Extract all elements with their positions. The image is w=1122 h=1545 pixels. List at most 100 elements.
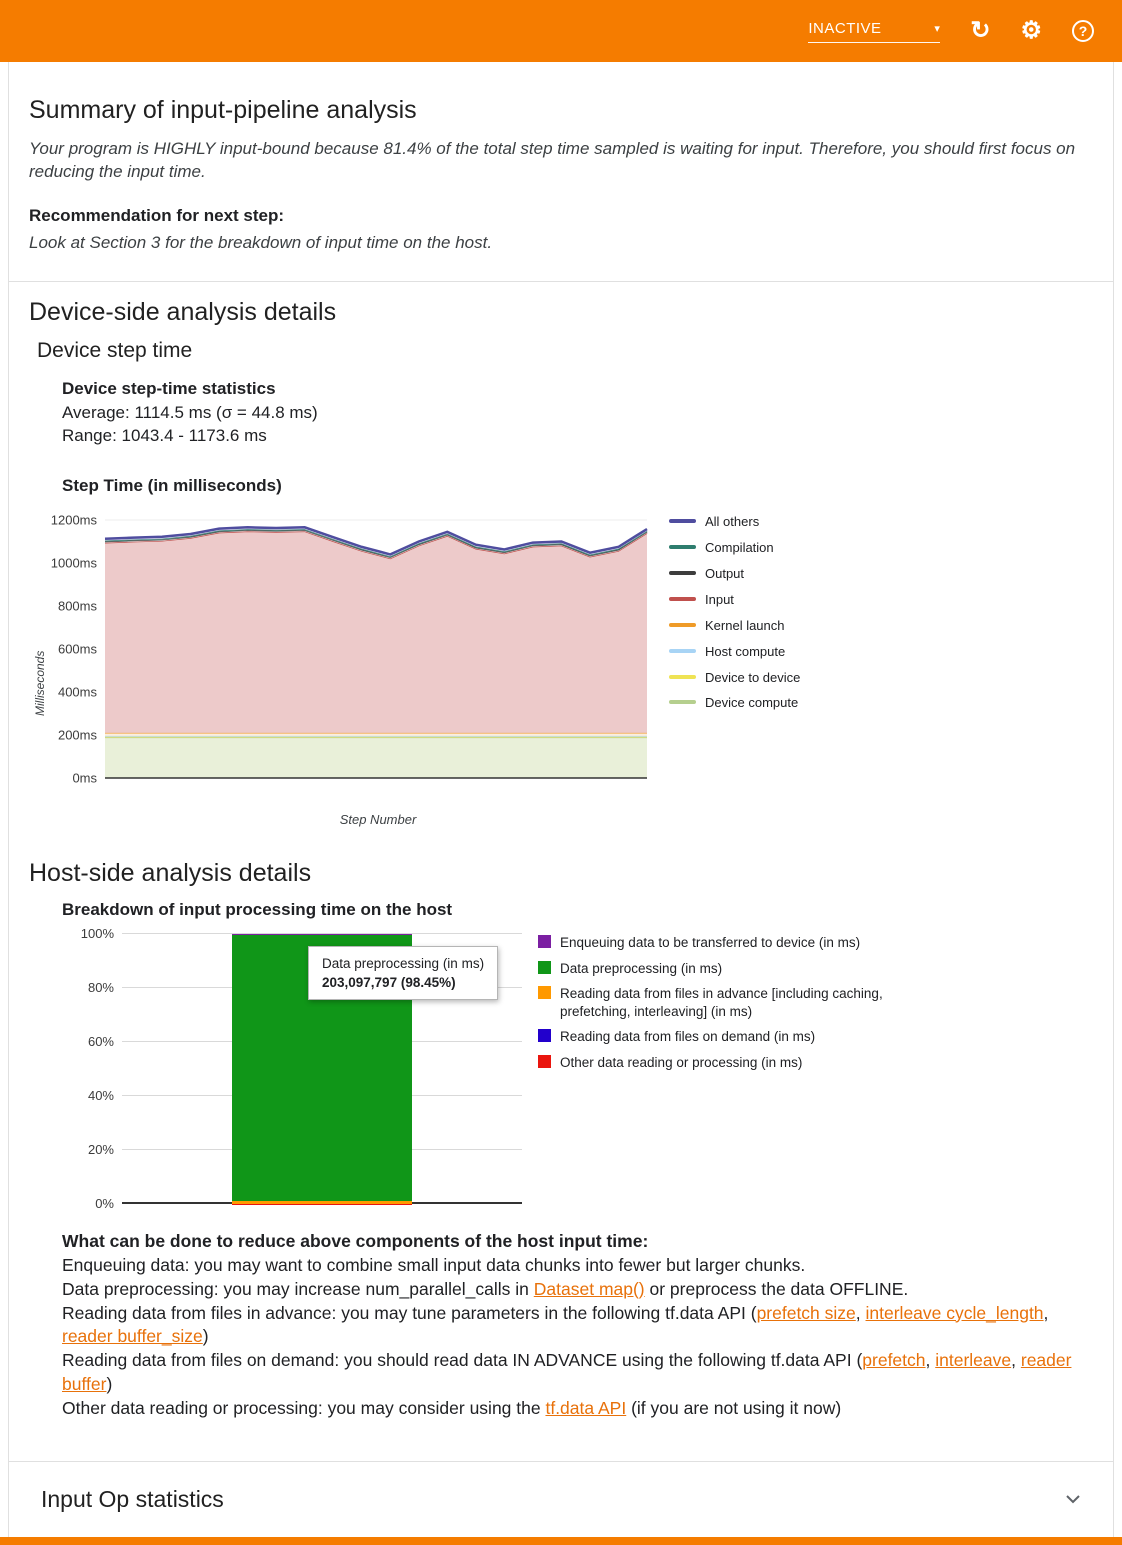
legend-item: Other data reading or processing (in ms) <box>538 1054 883 1072</box>
dropdown-caret-icon: ▾ <box>934 22 940 35</box>
y-axis-tick: 60% <box>72 1034 114 1049</box>
tip-line: Data preprocessing: you may increase num… <box>62 1278 1093 1302</box>
tip-text: ) <box>203 1326 209 1346</box>
tip-link[interactable]: prefetch size <box>757 1303 856 1323</box>
capture-status-dropdown[interactable]: INACTIVE ▾ <box>808 20 940 43</box>
stats-range: Range: 1043.4 - 1173.6 ms <box>62 424 1093 448</box>
legend-swatch <box>669 545 696 549</box>
legend-swatch <box>669 623 696 627</box>
device-chart-title: Step Time (in milliseconds) <box>62 476 1093 496</box>
tip-line: Reading data from files in advance: you … <box>62 1302 1093 1350</box>
device-chart-y-axis-label: Milliseconds <box>33 510 47 827</box>
legend-item: Compilation <box>669 540 800 557</box>
bottom-accent-bar <box>0 1537 1122 1545</box>
legend-label: Reading data from files in advance [incl… <box>560 985 883 1020</box>
tip-line: Other data reading or processing: you ma… <box>62 1397 1093 1421</box>
legend-label: Device compute <box>705 695 798 712</box>
device-side-section: Device-side analysis details Device step… <box>9 282 1113 843</box>
tip-text: or preprocess the data OFFLINE. <box>645 1279 909 1299</box>
tip-text: , <box>926 1350 936 1370</box>
legend-swatch <box>538 935 551 948</box>
legend-item: Enqueuing data to be transferred to devi… <box>538 934 883 952</box>
tip-link[interactable]: interleave <box>935 1350 1011 1370</box>
legend-label: Host compute <box>705 644 785 661</box>
legend-item: Kernel launch <box>669 618 800 635</box>
legend-label: All others <box>705 514 759 531</box>
capture-status-label: INACTIVE <box>808 20 881 37</box>
summary-section: Summary of input-pipeline analysis Your … <box>9 70 1113 281</box>
legend-swatch <box>538 961 551 974</box>
input-op-section[interactable]: Input Op statistics <box>9 1461 1113 1537</box>
tip-text: Reading data from files on demand: you s… <box>62 1350 862 1370</box>
host-side-section: Host-side analysis details Breakdown of … <box>9 843 1113 1454</box>
host-chart-legend: Enqueuing data to be transferred to devi… <box>538 934 883 1204</box>
device-chart-x-axis-label: Step Number <box>47 812 657 827</box>
legend-item: All others <box>669 514 800 531</box>
svg-text:0ms: 0ms <box>72 771 97 786</box>
recommendation-label: Recommendation for next step: <box>29 204 1084 227</box>
tip-text: (if you are not using it now) <box>626 1398 841 1418</box>
legend-swatch <box>669 597 696 601</box>
legend-label: Kernel launch <box>705 618 785 635</box>
legend-label: Compilation <box>705 540 774 557</box>
legend-item: Device to device <box>669 670 800 687</box>
svg-text:1200ms: 1200ms <box>51 513 98 528</box>
summary-title: Summary of input-pipeline analysis <box>29 96 1093 125</box>
tooltip-value: 203,097,797 (98.45%) <box>322 975 484 990</box>
recommendation-text: Look at Section 3 for the breakdown of i… <box>29 231 1084 254</box>
svg-text:800ms: 800ms <box>58 599 98 614</box>
tip-link[interactable]: prefetch <box>862 1350 925 1370</box>
chevron-down-icon[interactable] <box>1065 1494 1081 1504</box>
host-section-title: Host-side analysis details <box>29 859 1093 888</box>
legend-swatch <box>538 986 551 999</box>
legend-label: Reading data from files on demand (in ms… <box>560 1028 815 1046</box>
tip-text: ) <box>106 1374 112 1394</box>
legend-item: Output <box>669 566 800 583</box>
legend-item: Device compute <box>669 695 800 712</box>
y-axis-tick: 40% <box>72 1088 114 1103</box>
legend-item: Data preprocessing (in ms) <box>538 960 883 978</box>
tip-link[interactable]: reader buffer_size <box>62 1326 203 1346</box>
host-chart-title: Breakdown of input processing time on th… <box>62 900 1093 920</box>
settings-gear-icon[interactable]: ⚙ <box>1020 19 1042 43</box>
tip-line: Enqueuing data: you may want to combine … <box>62 1254 1093 1278</box>
tip-text: , <box>1044 1303 1049 1323</box>
tip-link[interactable]: tf.data API <box>545 1398 626 1418</box>
tips-lines: Enqueuing data: you may want to combine … <box>62 1254 1093 1421</box>
svg-text:200ms: 200ms <box>58 728 98 743</box>
tip-line: Reading data from files on demand: you s… <box>62 1349 1093 1397</box>
legend-swatch <box>669 571 696 575</box>
chart-tooltip: Data preprocessing (in ms) 203,097,797 (… <box>308 946 498 1000</box>
help-icon[interactable]: ? <box>1072 20 1094 42</box>
host-tips: What can be done to reduce above compone… <box>62 1230 1093 1420</box>
tip-text: Data preprocessing: you may increase num… <box>62 1279 534 1299</box>
y-axis-tick: 0% <box>72 1196 114 1211</box>
tip-text: Reading data from files in advance: you … <box>62 1303 757 1323</box>
legend-item: Host compute <box>669 644 800 661</box>
tips-heading: What can be done to reduce above compone… <box>62 1230 1093 1254</box>
legend-label: Data preprocessing (in ms) <box>560 960 722 978</box>
svg-text:400ms: 400ms <box>58 685 98 700</box>
device-chart-legend: All others Compilation Output Input Kernel l… <box>669 510 800 712</box>
y-axis-tick: 20% <box>72 1142 114 1157</box>
content-card: Summary of input-pipeline analysis Your … <box>8 62 1114 1537</box>
tooltip-series-name: Data preprocessing (in ms) <box>322 956 484 971</box>
tip-link[interactable]: Dataset map() <box>534 1279 645 1299</box>
legend-item: Reading data from files in advance [incl… <box>538 985 883 1020</box>
refresh-icon[interactable]: ↻ <box>970 19 990 43</box>
host-chart-area: Data preprocessing (in ms) 203,097,797 (… <box>122 934 1093 1204</box>
svg-text:600ms: 600ms <box>58 642 98 657</box>
tip-text: , <box>856 1303 866 1323</box>
legend-item: Input <box>669 592 800 609</box>
legend-swatch <box>669 700 696 704</box>
legend-label: Device to device <box>705 670 800 687</box>
legend-label: Input <box>705 592 734 609</box>
device-section-title: Device-side analysis details <box>29 298 1093 327</box>
y-axis-tick: 80% <box>72 980 114 995</box>
legend-swatch <box>538 1055 551 1068</box>
tip-link[interactable]: interleave cycle_length <box>866 1303 1044 1323</box>
y-axis-tick: 100% <box>72 926 114 941</box>
device-step-time-subtitle: Device step time <box>37 339 1093 363</box>
